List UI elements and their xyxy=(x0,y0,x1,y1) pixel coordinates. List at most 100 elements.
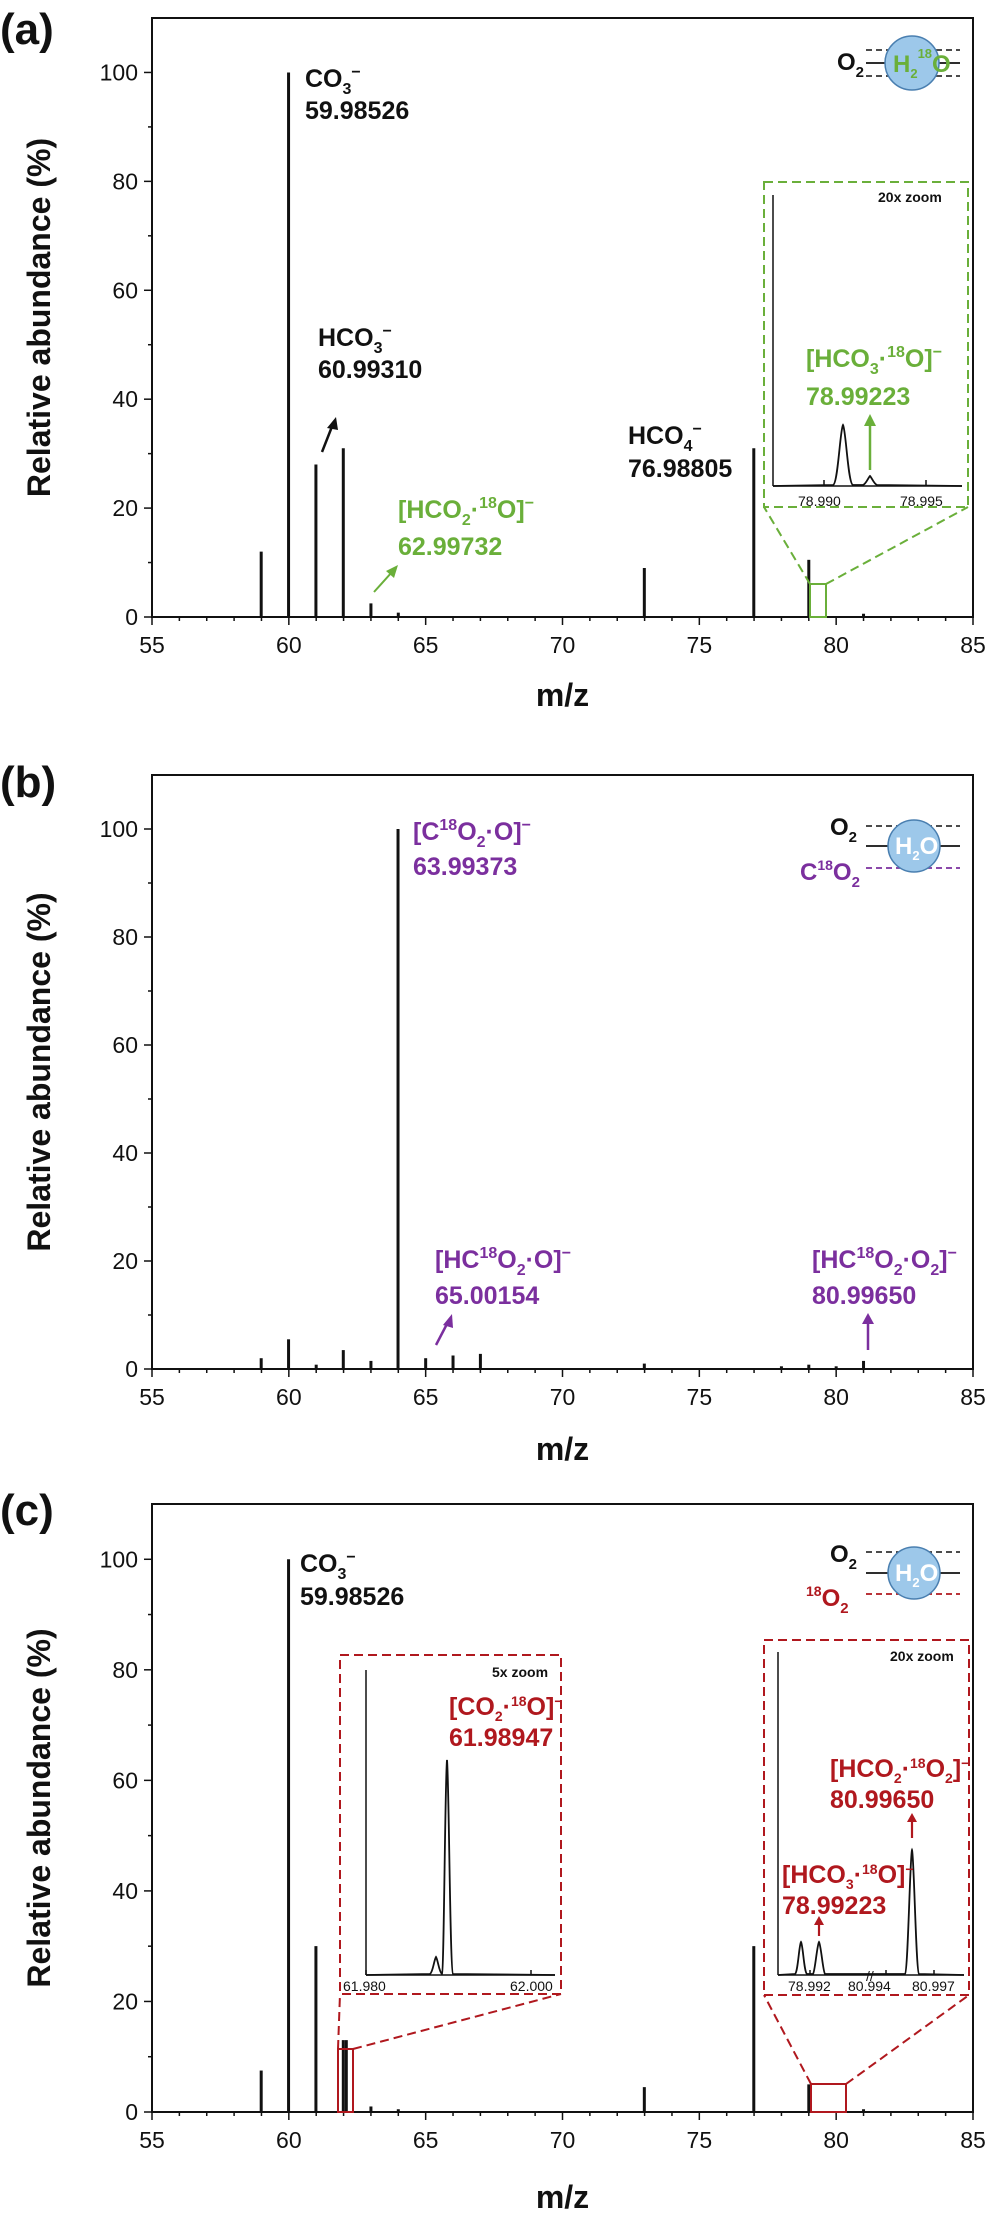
b-arrowhead-hc18o2-o2 xyxy=(862,1313,874,1324)
panel-b-tag-text: (b) xyxy=(0,758,56,807)
c-diagram-gas-o2: O2 xyxy=(830,1541,857,1573)
a-label-hco3: HCO3− xyxy=(318,323,392,357)
c-label-hco2-18o2: [HCO2·18O2]− xyxy=(830,1755,969,1786)
panel-a-x-axis-label: m/z xyxy=(536,677,589,713)
panel-b-x-tick-label: 75 xyxy=(687,1384,713,1410)
panel-b-axes: 55 60 65 70 75 80 85 0 20 40 60 80 100 m/z Relative ab… xyxy=(21,774,986,1467)
b-arrowhead-hc18o2-o xyxy=(443,1314,453,1328)
a-label-hco3-18o: [HCO3·18O]− xyxy=(806,344,942,378)
c-diagram-gas-18o2: 18O2 xyxy=(806,1583,849,1617)
a-zoom-line-left xyxy=(763,506,811,585)
panel-a-x-tick-label: 60 xyxy=(276,632,302,658)
panel-a-y-tick-label: 60 xyxy=(112,277,138,303)
a-diagram-gas: O2 xyxy=(837,49,864,81)
panel-a-x-tick-label: 85 xyxy=(960,632,986,658)
c-arrowhead-hco2-18o2 xyxy=(907,1813,917,1822)
panel-a-x-tick-label: 55 xyxy=(139,632,165,658)
a-inset-frame xyxy=(763,181,969,508)
panel-b-y-tick-label: 80 xyxy=(112,924,138,950)
panel-c-x-tick-label: 80 xyxy=(823,2127,849,2153)
a-droplet-label: H218O xyxy=(893,46,951,81)
panel-c-x-tick-label: 55 xyxy=(139,2127,165,2153)
panel-c-y-tick-label: 40 xyxy=(112,1878,138,1904)
a-arrowhead-hco3-18o xyxy=(864,414,876,426)
b-diagram-gas-c18o2: C18O2 xyxy=(800,857,860,891)
panel-c: (c) 55 60 65 70 75 80 85 0 20 40 60 80 100 m/z Relativ… xyxy=(0,1486,986,2215)
c-zoom-box-1 xyxy=(337,2048,354,2113)
c-label-co3-mass: 59.98526 xyxy=(300,1583,404,1611)
panel-a-y-tick-label: 20 xyxy=(112,495,138,521)
panel-b-y-axis-label: Relative abundance (%) xyxy=(21,892,57,1251)
c-inset1-tick-label-1: 61.980 xyxy=(343,1978,386,1994)
panel-c-x-tick-label: 60 xyxy=(276,2127,302,2153)
a-inset-trace xyxy=(772,423,963,487)
panel-b-x-tick-label: 70 xyxy=(550,1384,576,1410)
b-label-hc18o2-o2: [HC18O2·O2]− xyxy=(812,1245,957,1279)
panel-a-y-tick-label: 40 xyxy=(112,386,138,412)
c-arrowhead-hco3-18o xyxy=(814,1916,824,1925)
c-label-co2-18o-mass: 61.98947 xyxy=(449,1724,553,1752)
panel-a-axes: 55 60 65 70 75 80 85 0 20 40 60 80 100 m/z Relative ab… xyxy=(21,17,986,713)
c-inset2-trace xyxy=(777,1847,965,1976)
a-label-hco4: HCO4− xyxy=(628,421,702,455)
a-droplet-diagram: O2 H218O xyxy=(837,35,960,91)
panel-a-x-tick-label: 65 xyxy=(413,632,439,658)
panel-c-x-tick-label: 65 xyxy=(413,2127,439,2153)
panel-b-x-tick-label: 60 xyxy=(276,1384,302,1410)
c-inset1-tick-label-2: 62.000 xyxy=(510,1978,553,1994)
panel-c-peaks xyxy=(259,1559,866,2112)
b-droplet-label: H2O xyxy=(895,833,938,863)
a-label-hco2-18o: [HCO2·18O]− xyxy=(398,495,534,529)
panel-b-x-tick-label: 55 xyxy=(139,1384,165,1410)
c-inset2-title: 20x zoom xyxy=(890,1648,954,1664)
panel-c-axes: 55 60 65 70 75 80 85 0 20 40 60 80 100 m/z Relative ab… xyxy=(21,1503,986,2215)
panel-a-tag: (a) xyxy=(0,5,54,54)
c-inset1-trace xyxy=(365,1759,556,1976)
b-droplet xyxy=(887,819,941,873)
a-inset-title: 20x zoom xyxy=(878,189,942,205)
c-inset2-axis-break: // xyxy=(866,1968,874,1984)
a-label-hco2-18o-mass: 62.99732 xyxy=(398,533,502,561)
c-label-hco2-18o2-mass: 80.99650 xyxy=(830,1786,934,1814)
b-label-c18o2-o: [C18O2·O]− xyxy=(413,817,531,851)
c-droplet-label: H2O xyxy=(895,1560,938,1590)
panel-c-y-tick-label: 20 xyxy=(112,1988,138,2014)
a-inset-tick-label-1: 78.990 xyxy=(798,493,841,509)
c-label-hco3-18o: [HCO3·18O]− xyxy=(782,1861,914,1892)
panel-b-x-tick-label: 85 xyxy=(960,1384,986,1410)
c-droplet xyxy=(887,1546,941,1600)
a-zoom-box xyxy=(809,583,827,618)
panel-a: (a) 55 60 65 70 75 80 85 0 20 40 60 80 100 m/z Relativ… xyxy=(0,5,986,713)
panel-b-y-tick-label: 60 xyxy=(112,1032,138,1058)
a-arrowhead-hco2-18o xyxy=(386,565,398,578)
panel-b-peaks xyxy=(259,829,866,1369)
panel-b-y-tick-label: 100 xyxy=(100,816,138,842)
panel-a-y-tick-label: 100 xyxy=(100,59,138,85)
b-droplet-diagram: O2 C18O2 H2O xyxy=(800,814,960,891)
c-label-co2-18o: [CO2·18O]− xyxy=(449,1693,563,1724)
panel-c-y-axis-label: Relative abundance (%) xyxy=(21,1628,57,1987)
panel-b-x-tick-label: 65 xyxy=(413,1384,439,1410)
b-label-hc18o2-o2-mass: 80.99650 xyxy=(812,1282,916,1310)
panel-b-y-tick-label: 0 xyxy=(125,1356,138,1382)
panel-a-peaks xyxy=(259,72,866,617)
panel-a-y-tick-label: 80 xyxy=(112,168,138,194)
panel-c-y-tick-label: 60 xyxy=(112,1767,138,1793)
a-inset-tick-label-2: 78.995 xyxy=(900,493,943,509)
c-inset2-tick-label-1: 78.992 xyxy=(788,1978,831,1994)
c-zoom-box-2 xyxy=(810,2083,847,2113)
b-diagram-gas-o2: O2 xyxy=(830,814,857,846)
panel-a-x-tick-label: 75 xyxy=(687,632,713,658)
panel-c-tag: (c) xyxy=(0,1486,54,1535)
panel-c-x-axis-label: m/z xyxy=(536,2179,589,2215)
c-zoom2-line-left xyxy=(763,1994,812,2085)
a-droplet xyxy=(884,35,940,91)
c-label-hco3-18o-mass: 78.99223 xyxy=(782,1892,886,1920)
panel-b-y-tick-label: 20 xyxy=(112,1248,138,1274)
panel-a-x-tick-label: 70 xyxy=(550,632,576,658)
a-label-hco4-mass: 76.98805 xyxy=(628,455,732,483)
a-arrow-hco2-18o xyxy=(373,571,393,593)
b-label-c18o2-o-mass: 63.99373 xyxy=(413,853,517,881)
b-label-hc18o2-o: [HC18O2·O]− xyxy=(435,1245,571,1279)
